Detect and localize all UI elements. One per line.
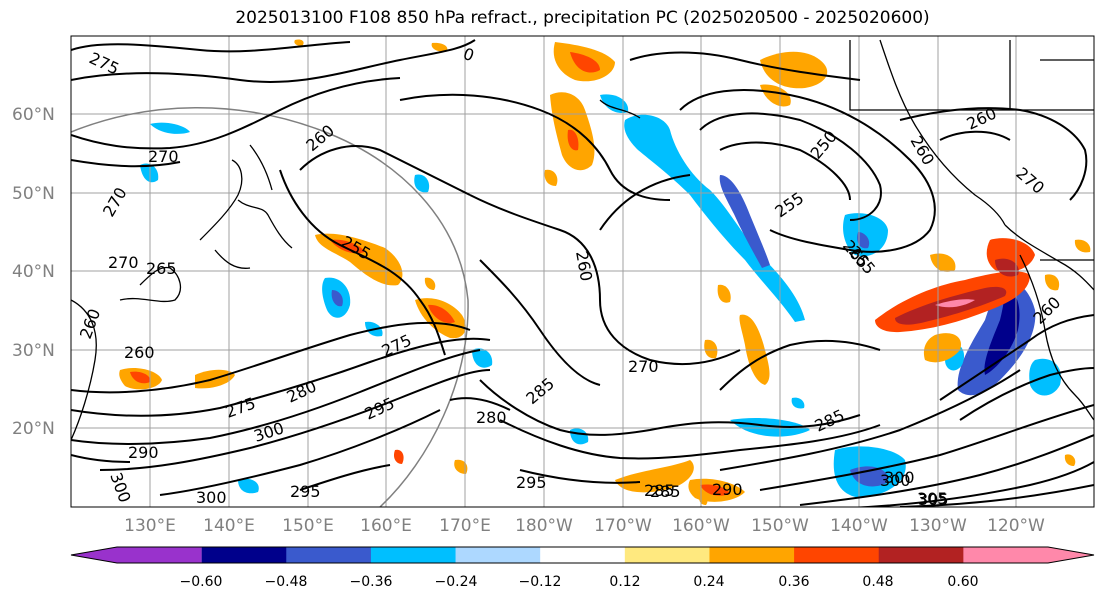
map-border [70, 35, 1095, 508]
lon-label: 150°W [751, 516, 809, 536]
contour-label: 300 [196, 488, 227, 507]
colorbar-tick-label: 0.36 [778, 574, 809, 590]
contour-label: 295 [516, 473, 547, 492]
lat-label: 40°N [12, 262, 55, 282]
range-circle [71, 107, 469, 507]
contour-label: 300 [884, 468, 915, 487]
colorbar-segment [878, 547, 964, 563]
lat-label: 60°N [12, 105, 55, 125]
lat-label: 30°N [12, 341, 55, 361]
lat-label: 50°N [12, 184, 55, 204]
colorbar-tick-label: 0.12 [609, 574, 640, 590]
positive-precip-shading [119, 39, 1091, 505]
contour-label: 280 [476, 408, 507, 427]
longitude-labels: 130°E 140°E 150°E 160°E 170°E 180°W 170°… [124, 516, 1045, 536]
latitude-labels: 60°N 50°N 40°N 30°N 20°N [12, 105, 55, 439]
contour-label: 305 [917, 489, 948, 508]
lon-label: 180°W [515, 516, 573, 536]
contour-label: 260 [124, 343, 155, 362]
contour-label: 295 [290, 482, 321, 501]
map-title: 2025013100 F108 850 hPa refract., precip… [235, 8, 930, 28]
lon-label: 120°W [987, 516, 1045, 536]
lon-label: 140°E [203, 516, 255, 536]
colorbar-tick-label: −0.36 [350, 574, 393, 590]
contour-label: 270 [108, 253, 139, 272]
colorbar-outline [70, 546, 1095, 564]
lon-label: 170°W [594, 516, 652, 536]
colorbar-tick-labels: −0.60 −0.48 −0.36 −0.24 −0.12 0.12 0.24 … [180, 574, 979, 590]
contour-label: 285 [644, 481, 675, 500]
lon-label: 130°W [909, 516, 967, 536]
colorbar-tick-label: 0.60 [947, 574, 978, 590]
contour-label: 290 [128, 443, 159, 462]
colorbar-tick-label: −0.48 [265, 574, 308, 590]
colorbar-segment [624, 547, 710, 563]
contour-label: 270 [148, 147, 179, 166]
colorbar-tick-label: −0.60 [180, 574, 223, 590]
colorbar [70, 546, 1095, 564]
contour-label: 305 [918, 490, 949, 509]
graticule-lines [71, 36, 1094, 507]
lon-label: 150°E [282, 516, 334, 536]
contour-label: 285 [650, 482, 681, 501]
colorbar-segment [455, 547, 541, 563]
colorbar-segment [709, 547, 795, 563]
colorbar-segment [963, 547, 1094, 563]
lon-label: 130°E [124, 516, 176, 536]
lon-label: 160°E [360, 516, 412, 536]
lon-label: 160°W [672, 516, 730, 536]
colorbar-tick-label: −0.24 [435, 574, 478, 590]
contour-label: 300 [880, 471, 911, 490]
colorbar-segment [201, 547, 287, 563]
contour-label: 290 [712, 480, 743, 499]
colorbar-segment [370, 547, 457, 563]
colorbar-segment [286, 547, 372, 563]
colorbar-tick-label: −0.12 [519, 574, 562, 590]
colorbar-tick-label: 0.48 [862, 574, 893, 590]
colorbar-segment [794, 547, 880, 563]
colorbar-segment [540, 547, 626, 563]
contour-label: 265 [146, 259, 177, 278]
colorbar-segment [71, 547, 202, 563]
lon-label: 140°W [830, 516, 888, 536]
colorbar-tick-label: 0.24 [693, 574, 724, 590]
refractivity-contours [71, 39, 1094, 507]
lon-label: 170°E [439, 516, 491, 536]
lat-label: 20°N [12, 419, 55, 439]
contour-label: 270 [628, 357, 659, 376]
